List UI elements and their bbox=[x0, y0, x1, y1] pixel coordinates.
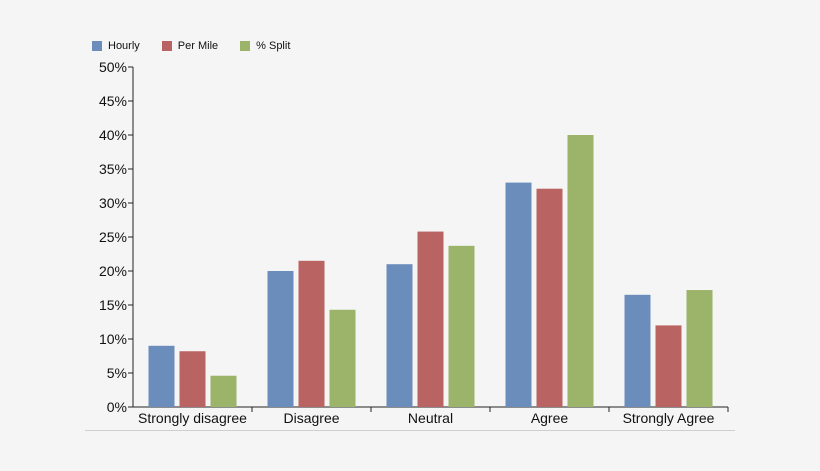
y-tick-label: 45% bbox=[99, 93, 127, 109]
legend-item-per-mile: Per Mile bbox=[161, 40, 219, 52]
legend: Hourly Per Mile % Split bbox=[92, 40, 290, 52]
y-tick-label: 15% bbox=[99, 297, 127, 313]
bar bbox=[298, 260, 325, 407]
bar bbox=[686, 290, 713, 407]
bar bbox=[386, 264, 413, 407]
legend-label-hourly: Hourly bbox=[108, 40, 140, 52]
y-tick-label: 10% bbox=[99, 331, 127, 347]
y-tick-label: 40% bbox=[99, 127, 127, 143]
y-tick-label: 0% bbox=[107, 399, 127, 415]
bar bbox=[267, 271, 294, 407]
bar bbox=[655, 325, 682, 407]
legend-swatch-split bbox=[240, 41, 251, 51]
legend-label-split: % Split bbox=[256, 40, 291, 52]
bar bbox=[148, 345, 175, 407]
y-tick-label: 5% bbox=[107, 365, 127, 381]
bottom-divider bbox=[85, 430, 735, 431]
bar bbox=[448, 245, 475, 407]
bar bbox=[210, 375, 237, 407]
bar bbox=[624, 294, 651, 407]
x-tick-label: Strongly disagree bbox=[138, 410, 247, 426]
legend-swatch-hourly bbox=[92, 41, 102, 51]
x-tick-label: Strongly Agree bbox=[623, 410, 715, 426]
x-tick-label: Neutral bbox=[408, 410, 453, 426]
bar bbox=[179, 351, 206, 407]
x-tick-label: Disagree bbox=[283, 410, 339, 426]
legend-swatch-per-mile bbox=[161, 41, 172, 51]
y-tick-label: 30% bbox=[99, 195, 127, 211]
y-tick-label: 35% bbox=[99, 161, 127, 177]
x-tick-label: Agree bbox=[531, 410, 569, 426]
legend-item-hourly: Hourly bbox=[92, 40, 140, 52]
y-tick-label: 50% bbox=[99, 59, 127, 75]
y-tick-label: 25% bbox=[99, 229, 127, 245]
bar bbox=[505, 182, 532, 407]
y-tick-label: 20% bbox=[99, 263, 127, 279]
bar bbox=[329, 309, 356, 407]
bar bbox=[567, 135, 594, 407]
bar bbox=[417, 231, 444, 407]
bar bbox=[536, 188, 563, 407]
legend-item-split: % Split bbox=[240, 40, 290, 52]
legend-label-per-mile: Per Mile bbox=[177, 40, 219, 52]
